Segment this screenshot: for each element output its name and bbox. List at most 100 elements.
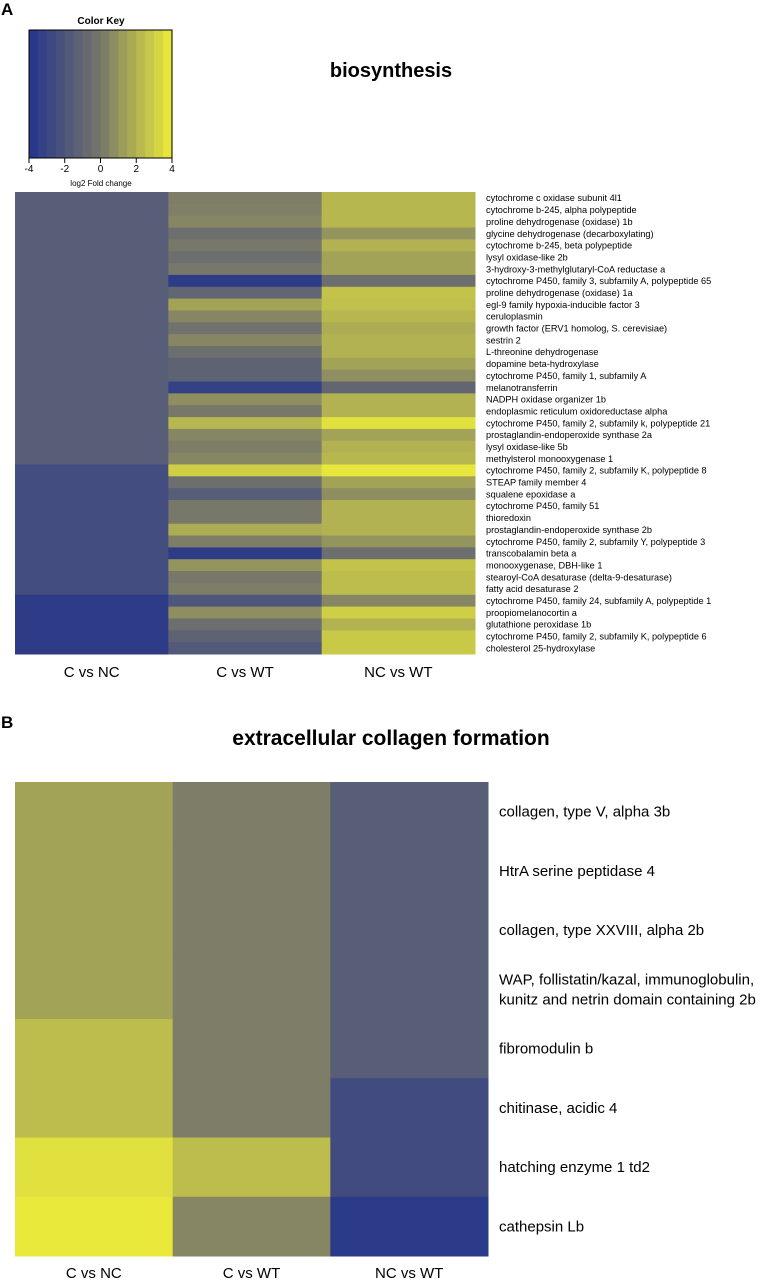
heatmap-cell <box>172 1137 331 1198</box>
heatmap-cell <box>15 900 174 961</box>
row-label: collagen, type XXVIII, alpha 2b <box>499 922 704 939</box>
heatmap-cell <box>15 1196 174 1257</box>
heatmap-cell <box>15 322 169 335</box>
column-label: C vs WT <box>223 1265 281 1280</box>
heatmap-cell <box>168 334 323 347</box>
heatmap-cell <box>321 286 476 300</box>
heatmap-cell <box>172 1019 331 1079</box>
heatmap-cell <box>168 227 323 240</box>
color-key-xlabel: log2 Fold change <box>70 179 132 188</box>
heatmap-cell <box>15 535 169 548</box>
heatmap-cell <box>15 464 169 477</box>
heatmap-cell <box>330 1137 489 1198</box>
heatmap-b <box>15 782 489 1257</box>
row-label: cytochrome b-245, beta polypeptide <box>486 241 632 251</box>
row-label: cytochrome P450, family 2, subfamily K, … <box>486 632 707 642</box>
column-label: NC vs WT <box>375 1265 443 1280</box>
row-label: NADPH oxidase organizer 1b <box>486 395 606 405</box>
color-key-tick-label: -4 <box>25 164 34 175</box>
heatmap-cell <box>168 369 323 383</box>
heatmap-cell <box>15 841 174 901</box>
heatmap-cell <box>330 1078 489 1138</box>
heatmap-cell <box>15 298 169 311</box>
heatmap-cell <box>15 452 169 465</box>
row-label: transcobalamin beta a <box>486 549 577 559</box>
row-label: fatty acid desaturase 2 <box>486 584 578 594</box>
panel-a-letter: A <box>1 0 13 19</box>
heatmap-cell <box>15 346 169 359</box>
heatmap-cell <box>321 630 476 643</box>
heatmap-cell <box>321 381 476 394</box>
row-label: cytochrome P450, family 2, subfamily k, … <box>486 418 710 428</box>
heatmap-cell <box>168 571 323 584</box>
heatmap-cell <box>168 618 323 631</box>
heatmap-cell <box>15 203 169 217</box>
heatmap-cell <box>168 239 323 252</box>
row-label: glycine dehydrogenase (decarboxylating) <box>486 229 654 239</box>
heatmap-cell <box>168 642 323 655</box>
color-key: Color Key -4 -2 0 2 4 log2 Fold change <box>25 16 176 188</box>
heatmap-cell <box>321 488 476 501</box>
heatmap-cell <box>15 310 169 323</box>
heatmap-cell <box>321 310 476 323</box>
row-label: melanotransferrin <box>486 383 558 393</box>
row-label: cholesterol 25-hydroxylase <box>486 643 595 653</box>
heatmap-cell <box>15 440 169 454</box>
row-label: cytochrome P450, family 3, subfamily A, … <box>486 276 711 286</box>
color-key-step <box>82 30 93 158</box>
heatmap-cell <box>15 417 169 430</box>
heatmap-cell <box>321 594 476 608</box>
heatmap-cell <box>168 500 323 513</box>
heatmap-cell <box>321 547 476 560</box>
row-label: chitinase, acidic 4 <box>499 1100 617 1117</box>
heatmap-cell <box>321 428 476 442</box>
heatmap-cell <box>15 571 169 584</box>
heatmap-cell <box>15 959 174 1020</box>
row-label: prostaglandin-endoperoxide synthase 2b <box>486 525 652 535</box>
heatmap-cell <box>15 263 169 276</box>
heatmap-cell <box>15 357 169 371</box>
color-key-step <box>154 30 164 158</box>
heatmap-cell <box>15 782 174 842</box>
heatmap-cell <box>15 488 169 501</box>
heatmap-cell <box>15 547 169 560</box>
heatmap-cell <box>168 203 323 217</box>
heatmap-cell <box>168 322 323 335</box>
row-label: cytochrome P450, family 2, subfamily Y, … <box>486 537 705 547</box>
heatmap-cell <box>15 606 169 619</box>
row-label: L-threonine dehydrogenase <box>486 347 598 357</box>
color-key-tick-label: 0 <box>98 164 104 175</box>
color-key-step <box>118 30 128 158</box>
heatmap-cell <box>15 1137 174 1198</box>
row-label: cytochrome P450, family 24, subfamily A,… <box>486 596 711 606</box>
heatmap-cell <box>321 582 476 596</box>
row-label: cathepsin Lb <box>499 1218 584 1235</box>
row-label: proopiomelanocortin a <box>486 608 578 618</box>
heatmap-cell <box>321 274 476 288</box>
heatmap-cell <box>168 393 323 406</box>
heatmap-cell <box>168 606 323 619</box>
heatmap-cell <box>168 251 323 264</box>
heatmap-cell <box>168 381 323 394</box>
heatmap-cell <box>168 488 323 501</box>
heatmap-cell <box>15 476 169 489</box>
heatmap-cell <box>321 346 476 359</box>
heatmap-cell <box>321 511 476 525</box>
heatmap-cell <box>321 559 476 572</box>
row-label: dopamine beta-hydroxylase <box>486 359 599 369</box>
heatmap-cell <box>168 405 323 418</box>
heatmap-cell <box>330 1019 489 1079</box>
heatmap-cell <box>168 511 323 525</box>
heatmap-cell <box>321 334 476 347</box>
heatmap-cell <box>172 1196 331 1257</box>
row-label: HtrA serine peptidase 4 <box>499 863 655 880</box>
heatmap-cell <box>15 334 169 347</box>
heatmap-cell <box>168 215 323 229</box>
heatmap-cell <box>168 192 323 205</box>
heatmap-cell <box>168 630 323 643</box>
row-label: cytochrome b-245, alpha polypeptide <box>486 205 637 215</box>
heatmap-cell <box>15 559 169 572</box>
heatmap-cell <box>15 286 169 300</box>
heatmap-cell <box>15 227 169 240</box>
heatmap-cell <box>321 357 476 371</box>
